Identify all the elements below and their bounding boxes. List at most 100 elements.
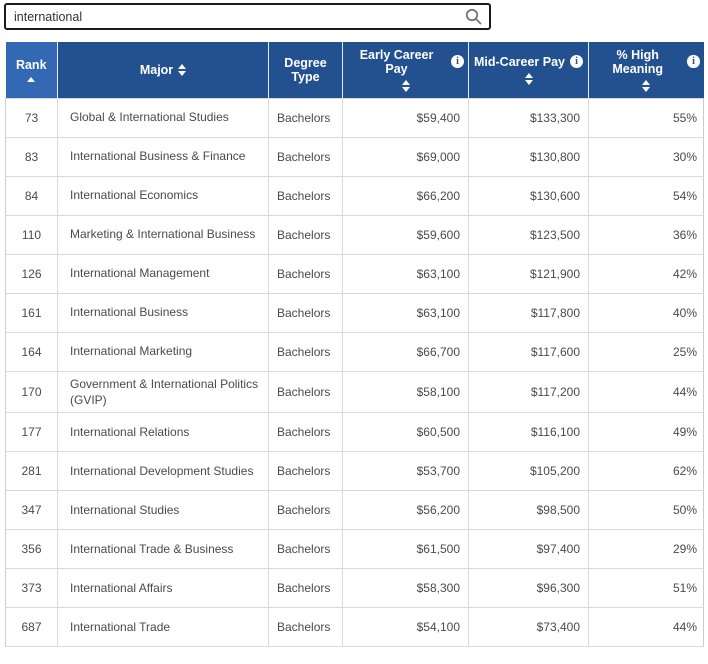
mid-career-pay-cell: $116,100 <box>468 411 589 452</box>
rank-cell: 347 <box>5 489 58 530</box>
table-row: 84 International Economics Bachelors $66,20… <box>5 175 704 216</box>
mid-career-pay-cell: $130,800 <box>468 136 589 177</box>
high-meaning-cell: 62% <box>588 450 704 491</box>
rank-cell: 110 <box>5 214 58 255</box>
table-row: 73 Global & International Studies Bachelor… <box>5 97 704 138</box>
degree-type-cell: Bachelors <box>268 136 343 177</box>
mid-career-pay-cell: $96,300 <box>468 567 589 608</box>
mid-career-pay-cell: $117,800 <box>468 292 589 333</box>
column-label: Early Career Pay <box>359 47 434 76</box>
info-icon[interactable]: i <box>570 55 583 69</box>
mid-career-pay-cell: $130,600 <box>468 175 589 216</box>
table-header-row: Rank Major Degree Type Early Career Pay … <box>5 42 704 98</box>
major-search <box>4 3 491 30</box>
high-meaning-cell: 49% <box>588 411 704 452</box>
column-header-mid-career-pay[interactable]: Mid-Career Pay i <box>468 42 589 98</box>
degree-type-cell: Bachelors <box>268 567 343 608</box>
degree-type-cell: Bachelors <box>268 97 343 138</box>
early-career-pay-cell: $66,700 <box>342 331 469 372</box>
search-input[interactable] <box>4 3 491 30</box>
column-header-major[interactable]: Major <box>57 42 269 98</box>
high-meaning-cell: 42% <box>588 253 704 294</box>
column-label: Degree Type <box>284 55 327 84</box>
rank-cell: 84 <box>5 175 58 216</box>
early-career-pay-cell: $56,200 <box>342 489 469 530</box>
early-career-pay-cell: $61,500 <box>342 528 469 569</box>
mid-career-pay-cell: $73,400 <box>468 606 589 647</box>
high-meaning-cell: 55% <box>588 97 704 138</box>
major-cell: International Business <box>57 292 269 333</box>
search-icon[interactable] <box>464 7 483 26</box>
column-label: Major <box>139 62 174 77</box>
table-row: 164 International Marketing Bachelors $66,7… <box>5 331 704 372</box>
early-career-pay-cell: $53,700 <box>342 450 469 491</box>
rank-cell: 126 <box>5 253 58 294</box>
degree-type-cell: Bachelors <box>268 489 343 530</box>
mid-career-pay-cell: $105,200 <box>468 450 589 491</box>
table-row: 170 Government & International Politics (… <box>5 370 704 413</box>
early-career-pay-cell: $54,100 <box>342 606 469 647</box>
degree-type-cell: Bachelors <box>268 292 343 333</box>
major-cell: International Trade <box>57 606 269 647</box>
rank-cell: 687 <box>5 606 58 647</box>
early-career-pay-cell: $66,200 <box>342 175 469 216</box>
rank-cell: 281 <box>5 450 58 491</box>
column-header-early-career-pay[interactable]: Early Career Pay i <box>342 42 469 98</box>
early-career-pay-cell: $60,500 <box>342 411 469 452</box>
early-career-pay-cell: $58,300 <box>342 567 469 608</box>
high-meaning-cell: 36% <box>588 214 704 255</box>
rank-cell: 373 <box>5 567 58 608</box>
high-meaning-cell: 50% <box>588 489 704 530</box>
rank-cell: 177 <box>5 411 58 452</box>
degree-type-cell: Bachelors <box>268 606 343 647</box>
major-cell: International Economics <box>57 175 269 216</box>
high-meaning-cell: 29% <box>588 528 704 569</box>
mid-career-pay-cell: $133,300 <box>468 97 589 138</box>
column-header-high-meaning[interactable]: % High Meaning i <box>588 42 704 98</box>
early-career-pay-cell: $63,100 <box>342 253 469 294</box>
rank-cell: 73 <box>5 97 58 138</box>
major-cell: Marketing & International Business <box>57 214 269 255</box>
major-cell: International Business & Finance <box>57 136 269 177</box>
early-career-pay-cell: $69,000 <box>342 136 469 177</box>
table-row: 356 International Trade & Business Bachelo… <box>5 528 704 569</box>
column-header-rank[interactable]: Rank <box>5 42 58 98</box>
table-row: 687 International Trade Bachelors $54,100 $7… <box>5 606 704 647</box>
rank-cell: 83 <box>5 136 58 177</box>
degree-type-cell: Bachelors <box>268 253 343 294</box>
high-meaning-cell: 40% <box>588 292 704 333</box>
early-career-pay-cell: $59,600 <box>342 214 469 255</box>
mid-career-pay-cell: $121,900 <box>468 253 589 294</box>
high-meaning-cell: 44% <box>588 606 704 647</box>
info-icon[interactable]: i <box>451 55 464 69</box>
early-career-pay-cell: $63,100 <box>342 292 469 333</box>
sort-ascending-icon <box>27 76 36 82</box>
sort-icon <box>178 63 187 76</box>
degree-type-cell: Bachelors <box>268 175 343 216</box>
degree-type-cell: Bachelors <box>268 411 343 452</box>
major-cell: International Development Studies <box>57 450 269 491</box>
table-row: 177 International Relations Bachelors $60,5… <box>5 411 704 452</box>
rank-cell: 356 <box>5 528 58 569</box>
sort-icon <box>401 79 410 92</box>
degree-type-cell: Bachelors <box>268 214 343 255</box>
table-row: 347 International Studies Bachelors $56,200… <box>5 489 704 530</box>
column-header-degree-type: Degree Type <box>268 42 343 98</box>
rank-cell: 170 <box>5 370 58 413</box>
info-icon[interactable]: i <box>687 55 700 69</box>
degree-type-cell: Bachelors <box>268 450 343 491</box>
high-meaning-cell: 44% <box>588 370 704 413</box>
mid-career-pay-cell: $117,600 <box>468 331 589 372</box>
high-meaning-cell: 54% <box>588 175 704 216</box>
table-row: 110 Marketing & International Business Bac… <box>5 214 704 255</box>
table-row: 161 International Business Bachelors $63,10… <box>5 292 704 333</box>
table-body: 73 Global & International Studies Bachelor… <box>5 97 704 647</box>
table-row: 83 International Business & Finance Bachel… <box>5 136 704 177</box>
mid-career-pay-cell: $97,400 <box>468 528 589 569</box>
mid-career-pay-cell: $123,500 <box>468 214 589 255</box>
sort-icon <box>642 79 651 92</box>
major-cell: International Affairs <box>57 567 269 608</box>
mid-career-pay-cell: $98,500 <box>468 489 589 530</box>
rank-cell: 161 <box>5 292 58 333</box>
degree-type-cell: Bachelors <box>268 331 343 372</box>
